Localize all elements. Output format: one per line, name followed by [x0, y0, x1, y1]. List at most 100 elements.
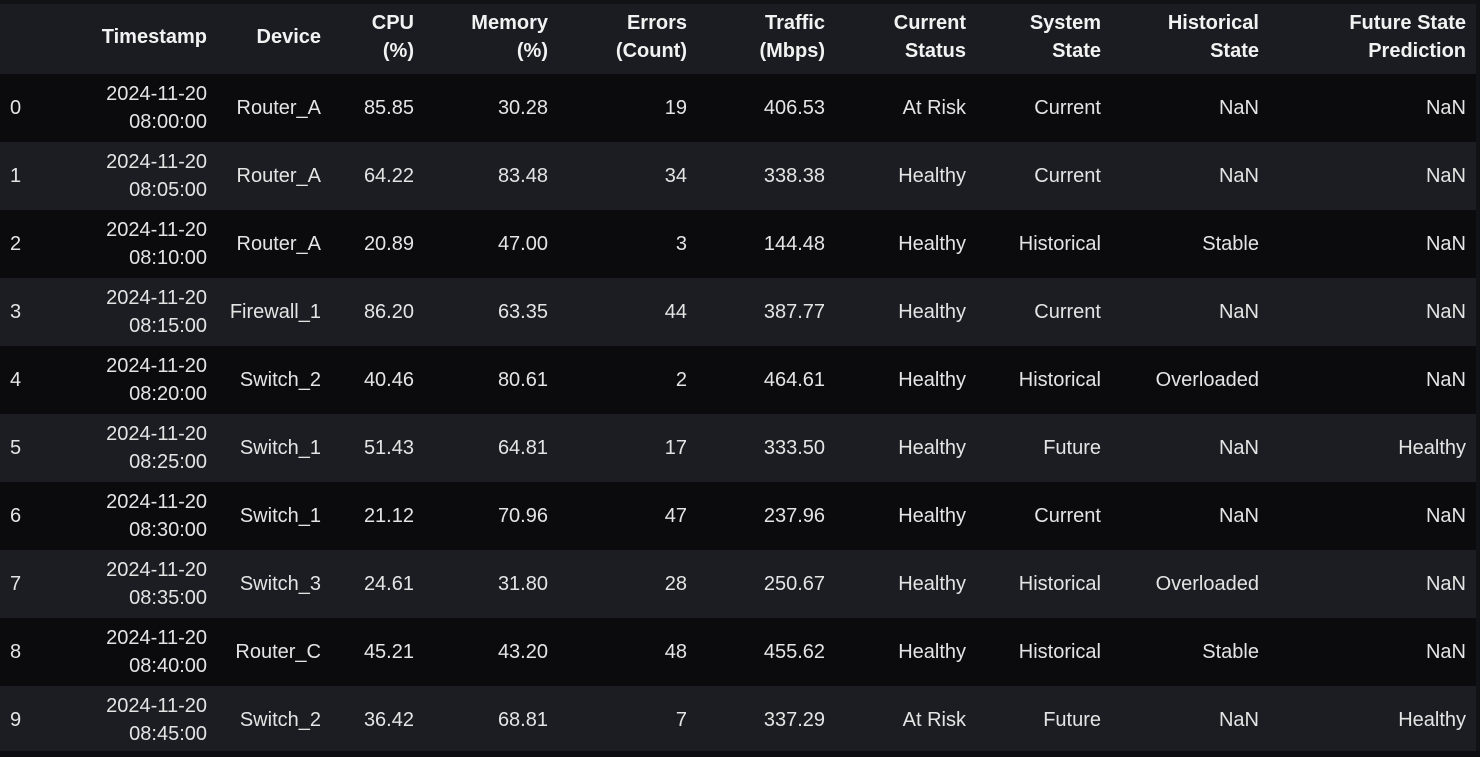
historical-state-cell: Overloaded — [1111, 346, 1269, 414]
timestamp-time: 08:05:00 — [129, 179, 207, 201]
row-index-cell: 9 — [0, 686, 66, 754]
column-header-line: Current — [893, 12, 966, 34]
column-header-line: State — [1210, 40, 1259, 62]
memory-cell: 30.28 — [424, 74, 558, 142]
device-cell: Switch_3 — [217, 550, 331, 618]
row-index-cell: 6 — [0, 482, 66, 550]
traffic-cell: 455.62 — [697, 618, 835, 686]
errors-cell: 28 — [558, 550, 697, 618]
system-state-cell: Current — [976, 74, 1111, 142]
timestamp-cell: 2024-11-20 08:10:00 — [66, 210, 217, 278]
row-index-cell: 3 — [0, 278, 66, 346]
traffic-cell: 406.53 — [697, 74, 835, 142]
current-status-cell: Healthy — [835, 482, 976, 550]
current-status-cell: Healthy — [835, 210, 976, 278]
cpu-cell: 85.85 — [331, 74, 424, 142]
timestamp-cell: 2024-11-20 08:25:00 — [66, 414, 217, 482]
errors-cell: 7 — [558, 686, 697, 754]
column-header-line: State — [1052, 40, 1101, 62]
device-cell: Switch_2 — [217, 346, 331, 414]
timestamp-time: 08:10:00 — [129, 247, 207, 269]
current-status-cell: Healthy — [835, 278, 976, 346]
device-cell: Switch_1 — [217, 414, 331, 482]
timestamp-cell: 2024-11-20 08:45:00 — [66, 686, 217, 754]
memory-cell: 64.81 — [424, 414, 558, 482]
row-index-cell: 1 — [0, 142, 66, 210]
timestamp-cell: 2024-11-20 08:20:00 — [66, 346, 217, 414]
dataframe-table: Timestamp Device CPU (%) Memory (%) Errors (Cou… — [0, 4, 1476, 754]
row-index-cell: 4 — [0, 346, 66, 414]
errors-cell: 44 — [558, 278, 697, 346]
column-header-line: Prediction — [1368, 40, 1466, 62]
timestamp-time: 08:00:00 — [129, 111, 207, 133]
timestamp-time: 08:40:00 — [129, 655, 207, 677]
column-traffic-header: Traffic (Mbps) — [697, 4, 835, 74]
timestamp-time: 08:25:00 — [129, 451, 207, 473]
table-row: 7 2024-11-20 08:35:00 Switch_3 24.61 31.80 28 2… — [0, 550, 1476, 618]
memory-cell: 47.00 — [424, 210, 558, 278]
table-header: Timestamp Device CPU (%) Memory (%) Errors (Cou… — [0, 4, 1476, 74]
column-header-line: Device — [256, 26, 322, 48]
device-cell: Router_C — [217, 618, 331, 686]
cpu-cell: 64.22 — [331, 142, 424, 210]
timestamp-time: 08:15:00 — [129, 315, 207, 337]
row-index-cell: 5 — [0, 414, 66, 482]
timestamp-date: 2024-11-20 — [106, 559, 207, 581]
future-state-cell: NaN — [1269, 482, 1476, 550]
column-header-line: Timestamp — [101, 26, 207, 48]
future-state-cell: NaN — [1269, 142, 1476, 210]
current-status-cell: At Risk — [835, 74, 976, 142]
column-header-line: (Mbps) — [759, 40, 825, 62]
column-header-line: Historical — [1167, 12, 1259, 34]
table-row: 4 2024-11-20 08:20:00 Switch_2 40.46 80.61 2 46… — [0, 346, 1476, 414]
table-row: 5 2024-11-20 08:25:00 Switch_1 51.43 64.81 17 3… — [0, 414, 1476, 482]
column-index-header — [0, 4, 66, 74]
system-state-cell: Current — [976, 278, 1111, 346]
device-cell: Router_A — [217, 74, 331, 142]
table-row: 0 2024-11-20 08:00:00 Router_A 85.85 30.28 19 4… — [0, 74, 1476, 142]
row-index-cell: 0 — [0, 74, 66, 142]
column-timestamp-header: Timestamp — [66, 4, 217, 74]
column-system-state-header: System State — [976, 4, 1111, 74]
timestamp-date: 2024-11-20 — [106, 355, 207, 377]
traffic-cell: 144.48 — [697, 210, 835, 278]
row-index-cell: 7 — [0, 550, 66, 618]
traffic-cell: 250.67 — [697, 550, 835, 618]
column-memory-header: Memory (%) — [424, 4, 558, 74]
traffic-cell: 387.77 — [697, 278, 835, 346]
column-cpu-header: CPU (%) — [331, 4, 424, 74]
timestamp-date: 2024-11-20 — [106, 151, 207, 173]
header-row: Timestamp Device CPU (%) Memory (%) Errors (Cou… — [0, 4, 1476, 74]
system-state-cell: Current — [976, 482, 1111, 550]
timestamp-date: 2024-11-20 — [106, 695, 207, 717]
timestamp-date: 2024-11-20 — [106, 219, 207, 241]
timestamp-date: 2024-11-20 — [106, 491, 207, 513]
cpu-cell: 20.89 — [331, 210, 424, 278]
memory-cell: 63.35 — [424, 278, 558, 346]
column-device-header: Device — [217, 4, 331, 74]
errors-cell: 17 — [558, 414, 697, 482]
current-status-cell: At Risk — [835, 686, 976, 754]
device-cell: Router_A — [217, 210, 331, 278]
traffic-cell: 464.61 — [697, 346, 835, 414]
device-cell: Router_A — [217, 142, 331, 210]
timestamp-time: 08:30:00 — [129, 519, 207, 541]
timestamp-cell: 2024-11-20 08:05:00 — [66, 142, 217, 210]
device-cell: Switch_2 — [217, 686, 331, 754]
system-state-cell: Historical — [976, 346, 1111, 414]
cpu-cell: 21.12 — [331, 482, 424, 550]
column-header-line: Errors — [626, 12, 687, 34]
timestamp-time: 08:45:00 — [129, 723, 207, 745]
memory-cell: 83.48 — [424, 142, 558, 210]
historical-state-cell: NaN — [1111, 142, 1269, 210]
timestamp-time: 08:35:00 — [129, 587, 207, 609]
future-state-cell: NaN — [1269, 618, 1476, 686]
errors-cell: 34 — [558, 142, 697, 210]
column-header-line: (%) — [516, 40, 548, 62]
historical-state-cell: NaN — [1111, 686, 1269, 754]
system-state-cell: Future — [976, 414, 1111, 482]
historical-state-cell: NaN — [1111, 278, 1269, 346]
memory-cell: 68.81 — [424, 686, 558, 754]
column-header-line: Memory — [471, 12, 548, 34]
system-state-cell: Historical — [976, 210, 1111, 278]
